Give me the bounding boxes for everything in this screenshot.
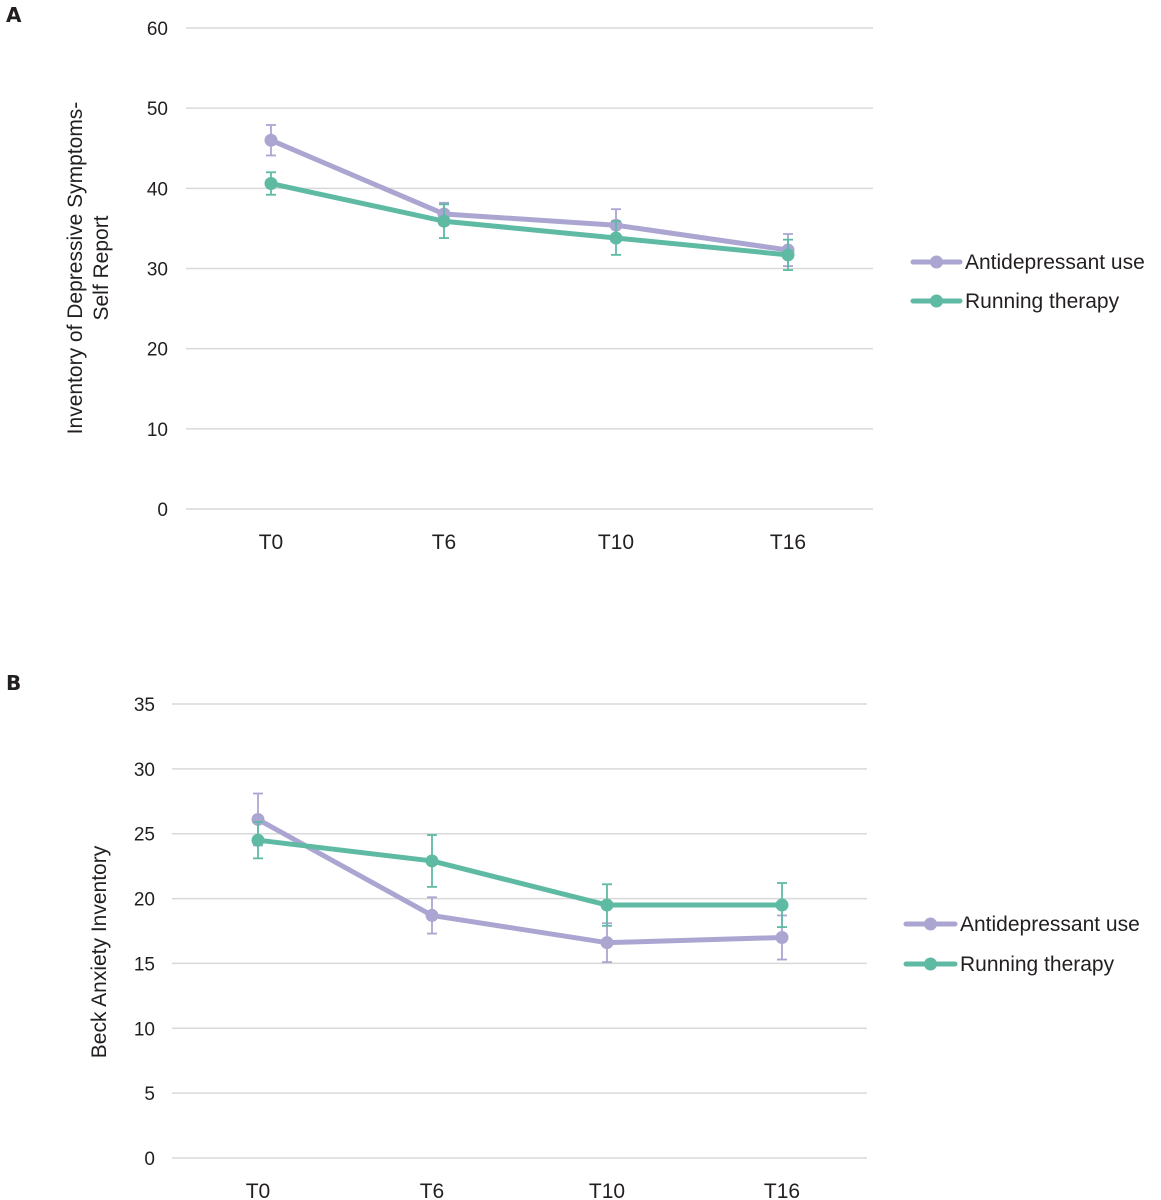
legend-item: Running therapy [910, 290, 1120, 313]
series-running [251, 821, 789, 929]
y-axis-label-line: Beck Anxiety Inventory [88, 845, 111, 1058]
y-tick-label: 10 [134, 1019, 155, 1040]
y-tick-label: 0 [157, 500, 168, 521]
x-tick-label: T10 [598, 531, 634, 554]
x-tick-label: T0 [259, 531, 284, 554]
series-antidepressant [251, 792, 789, 964]
chart-a: 0 10 20 30 40 50 60 T0 T6 T10 T16 Inventory of Depr… [64, 19, 1145, 554]
data-point [600, 936, 614, 950]
y-tick-label: 40 [147, 179, 168, 200]
legend-label: Running therapy [965, 290, 1120, 313]
legend-swatch-marker [930, 294, 943, 308]
legend-item: Antidepressant use [903, 913, 1140, 936]
legend-label: Antidepressant use [960, 913, 1140, 936]
series-line [268, 181, 791, 258]
y-axis-label-line: Self Report [90, 215, 113, 320]
legend-swatch-marker [930, 255, 943, 269]
y-tick-label: 25 [134, 825, 155, 846]
legend-label: Antidepressant use [965, 251, 1145, 274]
y-tick-label: 0 [144, 1149, 155, 1170]
y-axis-label: Beck Anxiety Inventory [88, 845, 111, 1058]
data-point [425, 908, 439, 922]
y-axis-label: Inventory of Depressive Symptoms- Self Re… [64, 102, 113, 435]
data-point [425, 854, 439, 868]
data-point [600, 898, 614, 912]
y-tick-label: 10 [147, 420, 168, 441]
x-tick-label: T16 [770, 531, 806, 554]
data-point [609, 231, 623, 245]
legend-swatch-marker [924, 917, 937, 931]
y-tick-label: 15 [134, 954, 155, 975]
chart-b: 0 5 10 15 20 25 30 35 T0 T6 T10 T16 Beck Anxiety Inv… [88, 695, 1140, 1200]
legend-swatch-marker [924, 957, 937, 971]
series-antidepressant [264, 124, 795, 267]
series-running [264, 171, 795, 272]
legend-item: Antidepressant use [910, 251, 1145, 274]
legend-label: Running therapy [960, 953, 1115, 976]
x-tick-label: T6 [432, 531, 457, 554]
panel-b-letter: B [6, 671, 21, 695]
y-tick-label: 20 [134, 890, 155, 911]
y-tick-label: 5 [144, 1084, 155, 1105]
y-tick-label: 60 [147, 19, 168, 40]
panel-a-letter: A [6, 3, 22, 27]
data-point [775, 930, 789, 944]
y-tick-label: 50 [147, 99, 168, 120]
x-tick-label: T6 [420, 1180, 445, 1200]
y-tick-label: 30 [147, 260, 168, 281]
legend-item: Running therapy [903, 953, 1115, 976]
series-line [255, 837, 785, 908]
x-tick-label: T10 [589, 1180, 625, 1200]
x-tick-label: T16 [764, 1180, 800, 1200]
y-tick-label: 35 [134, 695, 155, 716]
y-tick-label: 20 [147, 340, 168, 361]
data-point [251, 833, 265, 847]
data-point [775, 898, 789, 912]
series-line [255, 816, 785, 946]
data-point [781, 248, 795, 262]
series-line [268, 137, 791, 253]
data-point [264, 177, 278, 191]
y-tick-label: 30 [134, 760, 155, 781]
data-point [264, 133, 278, 147]
x-tick-label: T0 [246, 1180, 271, 1200]
data-point [437, 214, 451, 228]
y-axis-label-line: Inventory of Depressive Symptoms- [64, 102, 87, 435]
